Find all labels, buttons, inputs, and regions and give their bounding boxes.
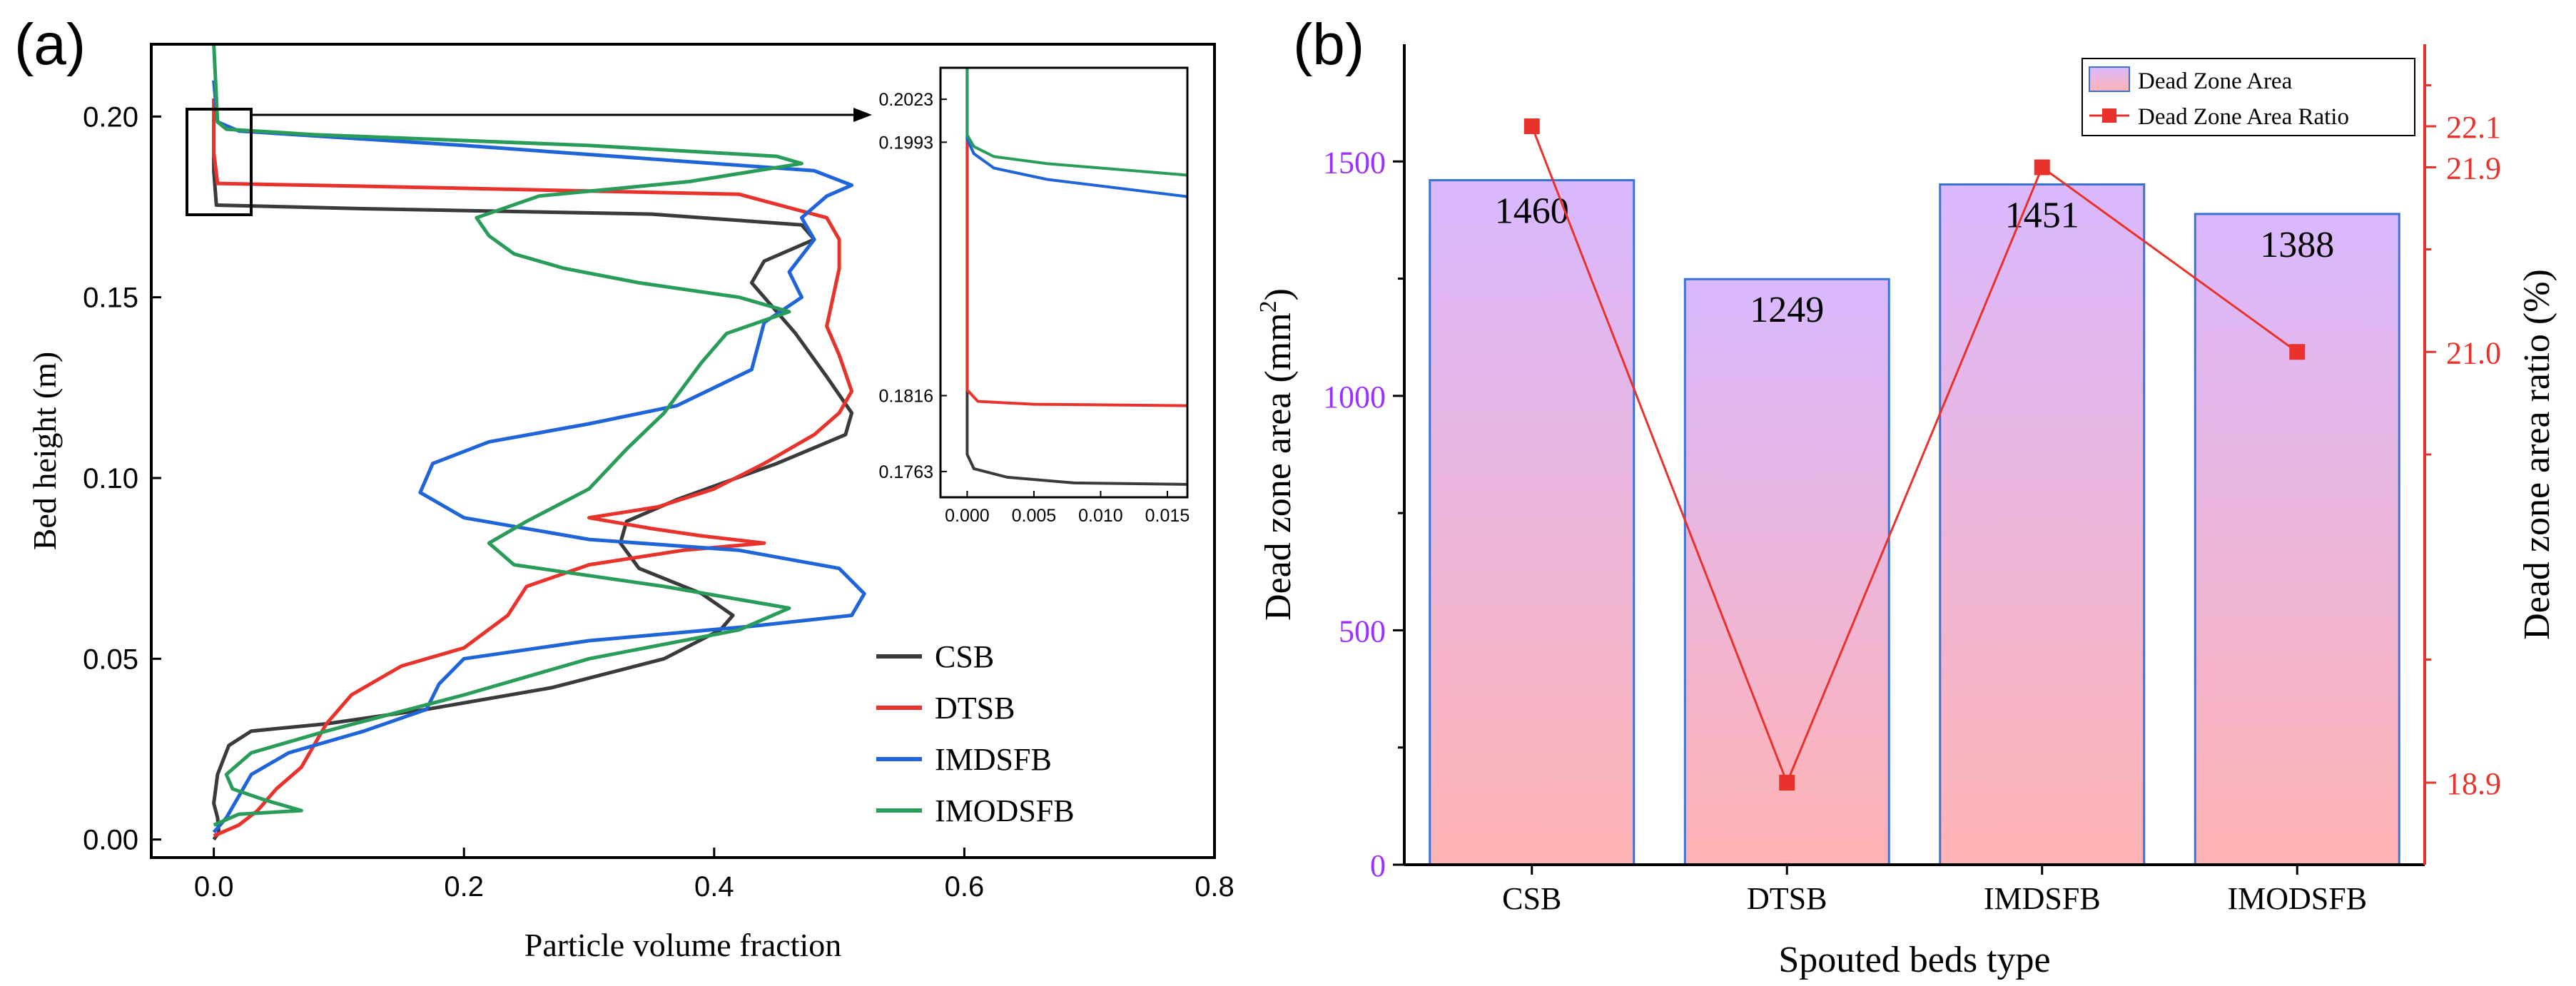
- legend-label-dtsb: DTSB: [935, 691, 1015, 726]
- y-tick-label: 0.00: [83, 825, 138, 856]
- x-tick-label: 0.4: [694, 871, 734, 903]
- ratio-marker-dtsb: [1779, 775, 1795, 791]
- ratio-marker-imdsfb: [2034, 159, 2050, 176]
- x-tick-label: 0.8: [1195, 871, 1234, 903]
- y-tick-label: 0.10: [83, 463, 138, 494]
- legend-box: [2081, 58, 2415, 136]
- right-tick-label: 21.9: [2446, 151, 2501, 186]
- series-line-imdsfb: [212, 80, 866, 834]
- right-tick-label: 18.9: [2446, 766, 2501, 801]
- inset-line-imodsfb: [965, 68, 1188, 177]
- inset-y-tick-label: 0.1816: [879, 387, 933, 407]
- zoom-box: [186, 108, 253, 216]
- zoom-arrowhead: [853, 108, 872, 122]
- legend-label-dead-zone-area-ratio: Dead Zone Area Ratio: [2138, 104, 2349, 130]
- legend-label-imdsfb: IMDSFB: [935, 742, 1052, 777]
- inset-y-tick-label: 0.2023: [879, 90, 933, 110]
- bar-value-label: 1249: [1750, 290, 1824, 330]
- series-line-csb: [212, 120, 854, 841]
- legend-swatch-dead-zone-area: [2089, 66, 2130, 92]
- ratio-marker-imodsfb: [2289, 344, 2306, 360]
- y-tick-label: 0.05: [83, 644, 138, 675]
- panel-label-b: (b): [1293, 12, 1364, 77]
- panel-a-frame: [150, 43, 1216, 859]
- bar-value-label: 1388: [2260, 225, 2334, 265]
- category-label-dtsb: DTSB: [1747, 881, 1827, 916]
- ratio-line: [1531, 126, 2298, 786]
- right-tick-label: 22.1: [2446, 110, 2501, 145]
- panel-b-ylabel-right: Dead zone area ratio (%): [2517, 269, 2557, 640]
- inset-x-tick-label: 0.010: [1078, 506, 1123, 526]
- panel-b-xlabel: Spouted beds type: [1778, 940, 2050, 980]
- bar-dtsb: [1683, 278, 1890, 866]
- bar-imdsfb: [1939, 183, 2146, 866]
- panel-a-xlabel: Particle volume fraction: [524, 927, 842, 963]
- left-tick-label: 1000: [1323, 380, 1386, 415]
- legend-label-dead-zone-area: Dead Zone Area: [2138, 68, 2293, 94]
- bar-csb: [1429, 179, 1636, 866]
- inset-x-tick-label: 0.000: [945, 506, 990, 526]
- series-line-imodsfb: [212, 44, 803, 827]
- panel-label-a: (a): [14, 12, 86, 77]
- left-tick-label: 0: [1370, 848, 1386, 883]
- left-tick-label: 1500: [1323, 145, 1386, 180]
- inset-frame: [939, 66, 1189, 499]
- panel-b-legend: Dead Zone Area Dead Zone Area Ratio: [2081, 58, 2415, 136]
- panel-a-ylabel: Bed height (m): [26, 352, 63, 551]
- inset-plot: 0.000 0.005 0.010 0.015 0.2023 0.1993 0.1816 0…: [879, 66, 1190, 526]
- inset-line-dtsb: [965, 139, 1188, 407]
- x-tick-label: 0.2: [444, 871, 484, 903]
- bar-imodsfb: [2194, 213, 2400, 866]
- inset-x-tick-label: 0.005: [1012, 506, 1057, 526]
- ratio-marker-csb: [1523, 118, 1540, 134]
- inset-y-tick-label: 0.1993: [879, 133, 933, 153]
- legend-label-csb: CSB: [935, 639, 994, 674]
- legend-label-imodsfb: IMODSFB: [935, 793, 1075, 828]
- panel-b-ylabel-left: Dead zone area (mm2): [1255, 288, 1299, 621]
- x-tick-label: 0.6: [945, 871, 985, 903]
- legend-swatch-ratio-marker: [2102, 108, 2116, 123]
- inset-y-tick-label: 0.1763: [879, 462, 933, 482]
- inset-x-tick-label: 0.015: [1145, 506, 1190, 526]
- category-label-imodsfb: IMODSFB: [2227, 881, 2367, 916]
- y-tick-label: 0.15: [83, 283, 138, 314]
- bar-value-label: 1460: [1495, 191, 1569, 232]
- panel-a-line-chart: 0.0 0.2 0.4 0.6 0.8 0.00 0.05 0.10 0.15 0.20 Par…: [26, 43, 1234, 963]
- y-tick-label: 0.20: [83, 101, 138, 133]
- x-tick-label: 0.0: [194, 871, 234, 903]
- panel-a-legend: CSB DTSB IMDSFB IMODSFB: [876, 639, 1075, 828]
- left-tick-label: 500: [1339, 614, 1386, 649]
- category-label-imdsfb: IMDSFB: [1984, 881, 2101, 916]
- right-tick-label: 21.0: [2446, 335, 2501, 370]
- category-label-csb: CSB: [1502, 881, 1561, 916]
